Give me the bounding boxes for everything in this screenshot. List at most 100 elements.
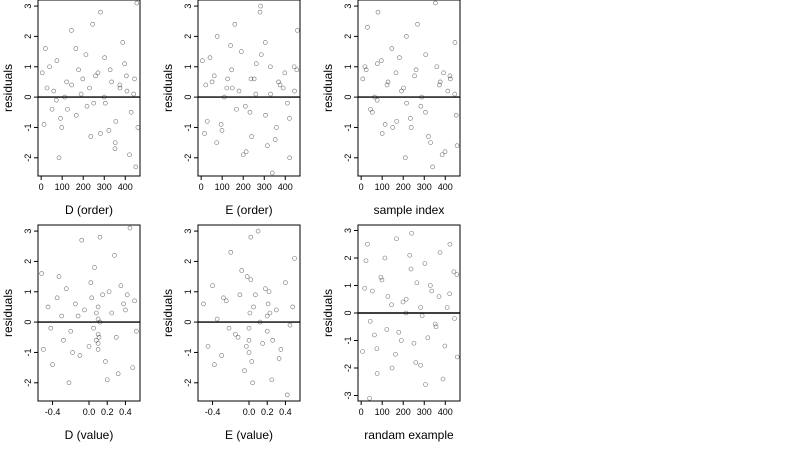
data-point: [221, 295, 226, 301]
data-point: [127, 225, 133, 231]
data-point: [389, 302, 394, 308]
data-point: [226, 325, 232, 331]
data-point: [73, 46, 79, 51]
data-point: [365, 25, 370, 30]
data-point: [249, 134, 254, 139]
data-point: [400, 299, 406, 305]
data-point: [263, 286, 268, 292]
data-point: [82, 307, 87, 313]
y-tick-label: -1: [23, 348, 33, 356]
data-point: [260, 341, 265, 346]
data-point: [367, 395, 372, 401]
data-point: [117, 82, 123, 88]
data-point: [249, 359, 255, 364]
x-tick-label: 200: [396, 182, 411, 192]
data-point: [419, 313, 425, 319]
data-point: [415, 21, 420, 27]
y-tick-label: 1: [183, 289, 193, 294]
data-point: [276, 356, 282, 361]
x-tick-label: 300: [417, 182, 432, 192]
data-point: [389, 46, 395, 51]
x-tick-label: 300: [97, 182, 112, 192]
data-point: [367, 318, 373, 324]
data-point: [372, 332, 377, 338]
data-point: [59, 313, 64, 319]
data-point: [235, 334, 241, 340]
data-point: [233, 331, 238, 337]
data-point: [403, 296, 409, 302]
y-tick-label: -2: [23, 154, 33, 162]
x-axis-label: randam example: [364, 428, 454, 442]
data-point: [134, 0, 140, 6]
data-point: [124, 292, 130, 298]
data-point: [39, 271, 44, 276]
data-point: [378, 274, 384, 280]
data-point: [408, 116, 413, 121]
data-point: [411, 340, 417, 346]
data-point: [56, 274, 62, 279]
data-point: [384, 327, 390, 332]
data-point: [399, 88, 404, 94]
data-point: [382, 122, 388, 127]
plot-frame: [37, 0, 141, 177]
data-point: [428, 140, 433, 145]
data-point: [93, 310, 99, 316]
data-point: [379, 277, 385, 283]
y-tick-label: -2: [183, 154, 193, 162]
data-point: [423, 52, 429, 57]
data-point: [107, 67, 113, 73]
plot-frame: [37, 224, 141, 402]
y-tick-label: 2: [343, 255, 353, 260]
data-point: [128, 109, 134, 115]
data-point: [91, 100, 97, 106]
data-point: [385, 294, 391, 299]
data-point: [95, 316, 101, 322]
data-point: [448, 76, 453, 82]
data-point: [214, 34, 220, 39]
y-tick-label: 3: [343, 228, 353, 233]
data-point: [203, 82, 209, 88]
y-tick-label: 3: [23, 229, 33, 234]
y-tick-label: 0: [183, 95, 193, 100]
data-point: [382, 255, 388, 261]
data-point: [106, 289, 112, 295]
data-point: [246, 338, 252, 343]
data-point: [389, 365, 395, 371]
y-tick-label: 2: [343, 34, 353, 39]
data-point: [360, 76, 366, 82]
y-tick-label: 0: [23, 320, 33, 325]
data-point: [58, 116, 63, 121]
data-point: [109, 310, 115, 316]
data-point: [239, 49, 244, 54]
x-axis-label: D (value): [65, 428, 114, 442]
data-point: [246, 350, 252, 355]
data-point: [272, 137, 278, 142]
data-point: [253, 91, 259, 97]
data-point: [244, 274, 250, 279]
data-point: [399, 338, 404, 343]
data-point: [408, 125, 414, 130]
data-point: [407, 252, 413, 258]
data-point: [64, 79, 69, 85]
data-point: [225, 76, 230, 82]
data-point: [221, 94, 227, 100]
data-point: [210, 283, 215, 288]
y-tick-label: -1: [23, 123, 33, 131]
data-point: [253, 61, 259, 67]
data-point: [117, 85, 123, 91]
data-point: [88, 280, 94, 285]
data-point: [250, 380, 255, 386]
data-point: [444, 305, 450, 310]
scatter-panel-6: 0 100 200 300 400 -3 -2 -1 0 1 2 3 randam example res…: [321, 224, 461, 442]
y-tick-label: 0: [183, 320, 193, 325]
data-point: [255, 228, 261, 234]
data-point: [66, 380, 72, 386]
data-point: [257, 9, 263, 15]
data-point: [243, 103, 248, 109]
x-tick-label: 400: [438, 182, 453, 192]
data-point: [236, 88, 242, 94]
data-point: [259, 52, 264, 57]
data-point: [84, 103, 90, 109]
data-point: [70, 350, 75, 355]
